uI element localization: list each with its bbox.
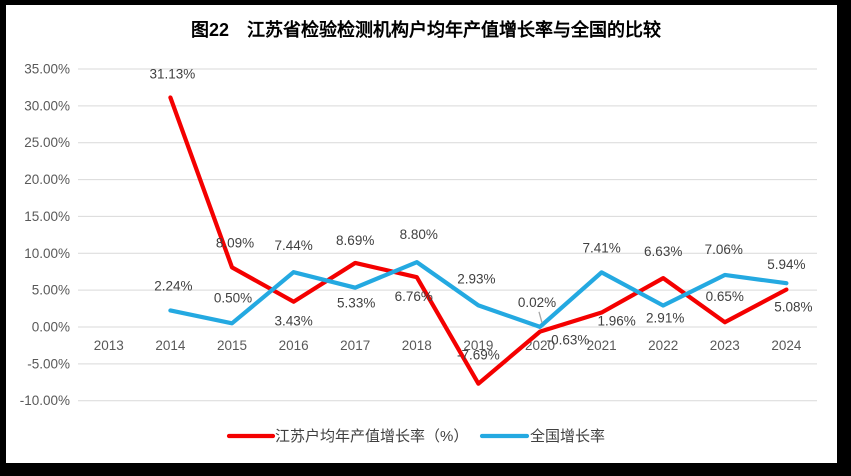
data-label: 5.08% <box>774 300 812 315</box>
label-leader-line <box>538 311 543 324</box>
gridlines <box>78 68 817 402</box>
data-label: 2.93% <box>457 271 495 286</box>
data-label: 5.33% <box>337 296 375 311</box>
x-tick-label: 2019 <box>463 338 493 353</box>
y-tick-label: -10.00% <box>20 393 70 408</box>
y-tick-label: 0.00% <box>32 320 70 335</box>
x-tick-label: 2015 <box>217 338 247 353</box>
y-tick-label: 15.00% <box>24 209 70 224</box>
x-tick-label: 2021 <box>587 338 617 353</box>
y-tick-label: 10.00% <box>24 246 70 261</box>
data-label: 3.43% <box>274 314 312 329</box>
data-label: 1.96% <box>597 314 635 329</box>
data-label: 8.80% <box>400 227 438 242</box>
y-tick-label: -5.00% <box>27 356 70 371</box>
line-chart: 图22 江苏省检验检测机构户均年产值增长率与全国的比较 35.00% 30.00%… <box>20 19 817 445</box>
data-labels: 31.13% 8.09% 3.43% 8.69% 6.76% -7.69% -0.63% 1.… <box>150 67 813 363</box>
x-tick-label: 2023 <box>710 338 740 353</box>
data-label: 7.06% <box>705 242 743 257</box>
data-label: 7.41% <box>582 240 620 255</box>
x-tick-label: 2013 <box>94 338 124 353</box>
series-lines <box>168 95 789 386</box>
chart-canvas: 图22 江苏省检验检测机构户均年产值增长率与全国的比较 35.00% 30.00%… <box>6 5 837 463</box>
data-label: 0.02% <box>518 295 556 310</box>
x-tick-label: 2017 <box>340 338 370 353</box>
data-label: -7.69% <box>457 348 500 363</box>
data-label: 2.91% <box>646 311 684 326</box>
legend: 江苏户均年产值增长率（%） 全国增长率 <box>226 427 605 445</box>
legend-label-national: 全国增长率 <box>530 427 605 445</box>
data-label: 0.65% <box>706 289 744 304</box>
y-axis-tick-labels: 35.00% 30.00% 25.00% 20.00% 15.00% 10.00% 5.00… <box>20 62 70 409</box>
x-tick-label: 2020 <box>525 338 555 353</box>
data-label: 7.44% <box>274 238 312 253</box>
y-tick-label: 30.00% <box>24 98 70 113</box>
x-tick-label: 2018 <box>402 338 432 353</box>
data-label: 6.76% <box>395 289 433 304</box>
data-label: 0.50% <box>214 290 252 305</box>
data-label: -0.63% <box>547 333 590 348</box>
data-label: 2.24% <box>154 278 192 293</box>
y-tick-label: 25.00% <box>24 135 70 150</box>
data-label: 31.13% <box>150 67 196 82</box>
series-line-national <box>168 260 789 329</box>
leader-line <box>538 311 543 324</box>
y-tick-label: 20.00% <box>24 172 70 187</box>
legend-label-jiangsu: 江苏户均年产值增长率（%） <box>275 428 468 445</box>
data-label: 8.69% <box>336 233 374 248</box>
x-tick-label: 2014 <box>155 338 186 353</box>
x-tick-label: 2016 <box>279 338 309 353</box>
data-label: 6.63% <box>644 244 682 259</box>
x-tick-label: 2022 <box>648 338 678 353</box>
data-label: 5.94% <box>767 257 805 272</box>
chart-title: 图22 江苏省检验检测机构户均年产值增长率与全国的比较 <box>191 19 661 40</box>
data-label: 8.09% <box>216 235 254 250</box>
x-tick-label: 2024 <box>771 338 802 353</box>
x-axis-tick-labels: 2013 2014 2015 2016 2017 2018 2019 2020 2021 2022… <box>94 338 802 353</box>
y-tick-label: 5.00% <box>32 283 70 298</box>
y-tick-label: 35.00% <box>24 62 70 77</box>
